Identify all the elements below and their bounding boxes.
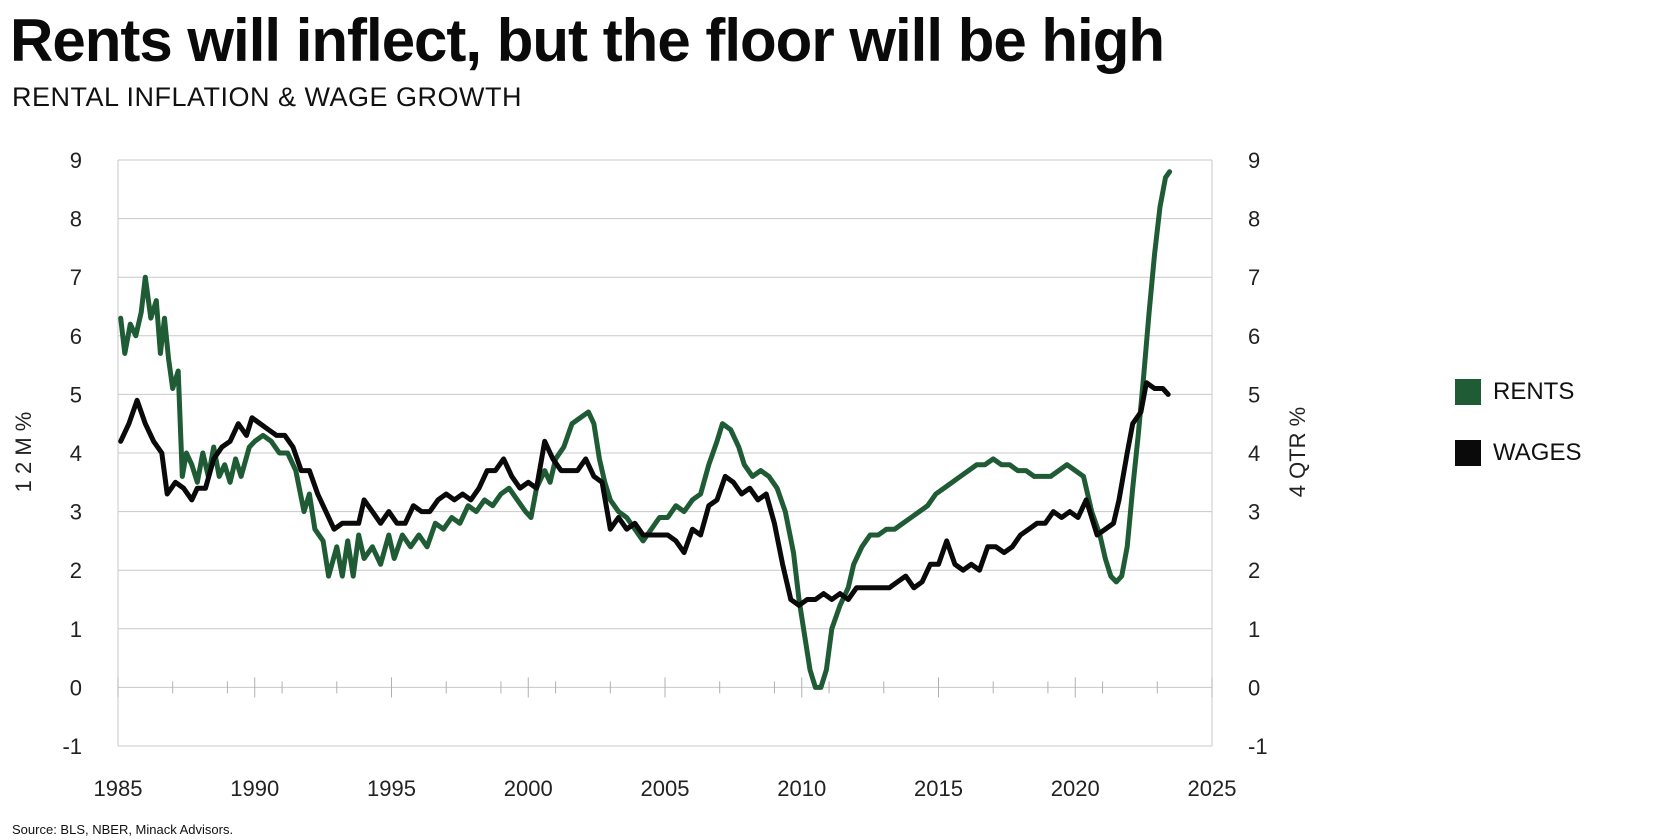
y-tick-label-left: 3 [70, 500, 82, 525]
tick-labels: -1 -1 0 0 1 1 2 2 3 3 4 4 5 5 6 6 7 7 8 8 9 9 1985 1990 1995 2000… [62, 148, 1267, 801]
y-tick-label-left: 6 [70, 324, 82, 349]
series-line-wages [118, 380, 1171, 608]
x-tick-label: 1985 [94, 776, 143, 801]
y-tick-label-left: 9 [70, 148, 82, 173]
left-axis-title: 1 2 M % [11, 412, 36, 493]
legend-swatch-rents [1455, 379, 1481, 405]
chart-subtitle: RENTAL INFLATION & WAGE GROWTH [12, 82, 523, 112]
y-tick-label-right: 7 [1248, 265, 1260, 290]
y-tick-label-left: 5 [70, 382, 82, 407]
y-tick-label-right: 3 [1248, 500, 1260, 525]
y-tick-label-right: 2 [1248, 558, 1260, 583]
x-tick-label: 2015 [914, 776, 963, 801]
gridlines [118, 159, 1212, 747]
y-tick-label-right: 8 [1248, 207, 1260, 232]
x-tick-label: 2010 [777, 776, 826, 801]
y-tick-label-left: -1 [62, 734, 82, 759]
series-lines [118, 169, 1173, 690]
y-tick-label-left: 1 [70, 617, 82, 642]
y-tick-label-right: 6 [1248, 324, 1260, 349]
y-tick-label-right: -1 [1248, 734, 1268, 759]
legend-label-wages: WAGES [1493, 439, 1582, 466]
y-tick-label-right: 0 [1248, 675, 1260, 700]
x-tick-label: 2000 [504, 776, 553, 801]
legend-label-rents: RENTS [1493, 378, 1575, 405]
y-tick-label-right: 4 [1248, 441, 1260, 466]
legend-item-rents: RENTS [1455, 378, 1574, 406]
x-tick-label: 1995 [367, 776, 416, 801]
y-tick-label-right: 1 [1248, 617, 1260, 642]
series-line-rents [118, 169, 1173, 690]
source-note: Source: BLS, NBER, Minack Advisors. [12, 822, 234, 837]
x-tick-label: 2020 [1051, 776, 1100, 801]
x-tick-label: 2005 [641, 776, 690, 801]
x-tick-label: 2025 [1188, 776, 1237, 801]
y-tick-label-right: 5 [1248, 382, 1260, 407]
y-tick-label-left: 4 [70, 441, 82, 466]
axes [117, 160, 1213, 746]
y-tick-label-left: 2 [70, 558, 82, 583]
legend-item-wages: WAGES [1455, 439, 1581, 467]
legend-swatch-wages [1455, 440, 1481, 466]
x-tick-label: 1990 [230, 776, 279, 801]
y-tick-label-left: 7 [70, 265, 82, 290]
y-tick-label-left: 0 [70, 675, 82, 700]
chart-title: Rents will inflect, but the floor will b… [10, 7, 1165, 74]
right-axis-title: 4 QTR % [1285, 407, 1310, 497]
y-tick-label-right: 9 [1248, 148, 1260, 173]
y-tick-label-left: 8 [70, 207, 82, 232]
